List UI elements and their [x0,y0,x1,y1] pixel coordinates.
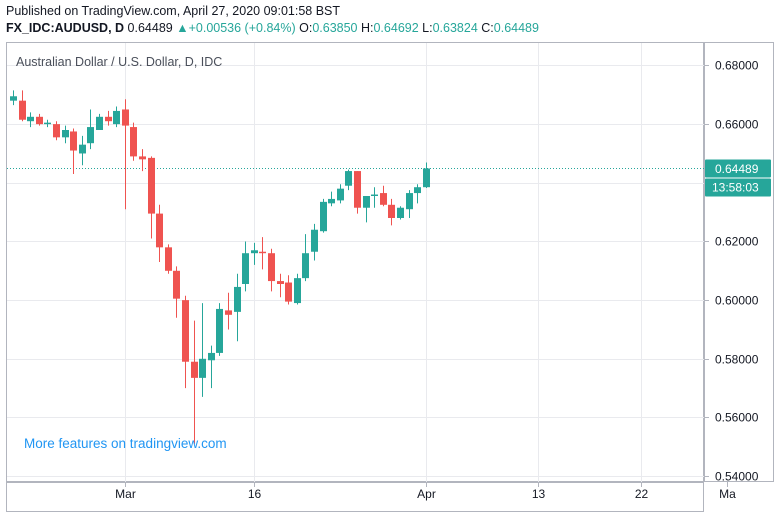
candle-body [62,130,69,138]
y-tick-label: 0.68000 [715,59,759,73]
candle-body [388,204,395,218]
candle-body [371,194,378,196]
y-tick-label: 0.54000 [715,470,759,484]
candle-body [277,281,284,284]
candle-body [122,109,129,126]
last-price-label: 0.64489 [715,162,759,176]
candle-body [337,188,344,201]
candle-body [345,171,352,186]
candle-body [70,131,77,151]
candle-body [234,286,241,312]
x-tick-label: 13 [532,487,546,501]
published-line: Published on TradingView.com, April 27, … [6,4,341,18]
last-price-tag [705,159,771,178]
candle-body [259,251,266,254]
candle-body [44,122,51,125]
candle-body [113,110,120,125]
candle-body [423,168,430,188]
y-tick-label: 0.66000 [715,118,759,132]
candle-body [414,187,421,194]
symbol-label: FX_IDC:AUDUSD, D [6,21,125,35]
close-label: C: [481,21,494,35]
candle-body [251,250,258,254]
candle-body [320,201,327,232]
countdown-tag [705,178,771,197]
candle-body [36,116,43,125]
candle-body [354,171,361,208]
candle-body [242,253,249,284]
candle-body [182,300,189,362]
low-label: L: [422,21,433,35]
candle-body [10,96,17,101]
close-value: 0.64489 [493,21,539,35]
candle-body [165,247,172,271]
candle-body [302,253,309,279]
candle-body [311,229,318,252]
candle-body [268,253,275,282]
x-tick-label: Apr [417,487,436,501]
candle-body [191,361,198,378]
candle-body [380,193,387,205]
plot-area [6,42,704,482]
y-tick-label: 0.58000 [715,353,759,367]
price-axis [704,42,774,482]
y-tick-label: 0.62000 [715,235,759,249]
candle-body [173,270,180,299]
candle-body [363,196,370,208]
x-tick-label: 22 [635,487,649,501]
candle-body [285,282,292,302]
candle-body [397,207,404,218]
high-label: H: [360,21,374,35]
candles-group [10,90,430,444]
last-price: 0.64489 [127,21,173,35]
candle-body [79,144,86,154]
chart-title: Australian Dollar / U.S. Dollar, D, IDC [16,55,222,69]
y-tick-label: 0.56000 [715,411,759,425]
candle-body [87,127,94,144]
open-value: 0.63850 [312,21,358,35]
candle-body [53,124,60,138]
x-tick-label: Mar [115,487,136,501]
candle-body [294,278,301,304]
candle-body [130,127,137,157]
symbol-ohlc-line: FX_IDC:AUDUSD, D 0.64489 ▲+0.00536 (+0.8… [6,21,539,35]
candle-body [328,198,335,204]
high-value: 0.64692 [373,21,419,35]
open-label: O: [299,21,313,35]
candle-body [148,157,155,214]
candle-body [406,193,413,210]
candle-body [208,352,215,361]
promo-link[interactable]: More features on tradingview.com [24,436,227,451]
candle-body [216,308,223,353]
low-value: 0.63824 [432,21,478,35]
candle-body [27,116,34,122]
candle-body [225,310,232,315]
candle-body [96,116,103,130]
candle-body [19,100,26,120]
countdown-label: 13:58:03 [712,181,759,195]
x-tick-label: 16 [248,487,262,501]
up-arrow-icon: ▲ [176,21,189,35]
x-tick-label: Ma [719,487,736,501]
candle-body [199,358,206,378]
time-axis [6,482,704,512]
candle-body [156,213,163,248]
y-tick-label: 0.60000 [715,294,759,308]
change-value: +0.00536 (+0.84%) [188,21,296,35]
candle-body [105,116,112,122]
candle-body [139,156,146,160]
